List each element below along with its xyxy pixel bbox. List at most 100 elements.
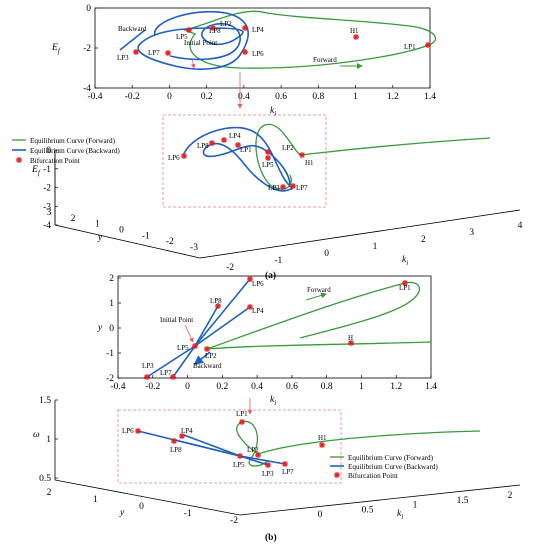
box-edge bbox=[54, 150, 521, 259]
bifurcation-point bbox=[134, 427, 142, 435]
legend-bifurcation-label: Bifurcation Point bbox=[348, 472, 398, 480]
backward-curve bbox=[137, 10, 249, 70]
point-label: LP7 bbox=[160, 369, 172, 377]
point-label: LP2 bbox=[220, 20, 232, 28]
legend: Equilibrium Curve (Forward) Equilibrium … bbox=[330, 454, 438, 480]
backward-curve bbox=[137, 430, 286, 466]
annotation-forward: Forward bbox=[307, 286, 331, 294]
point-label: LP4 bbox=[252, 26, 264, 34]
point-label: LP7 bbox=[282, 468, 294, 476]
tick-label: 2 bbox=[47, 488, 52, 498]
forward-curve bbox=[206, 281, 432, 350]
legend-forward-label: Equilibrium Curve (Forward) bbox=[348, 454, 434, 462]
backward-curve bbox=[182, 126, 293, 192]
y-axis-label: y bbox=[97, 233, 103, 243]
bifurcation-point bbox=[241, 24, 249, 32]
tick-label: -2 bbox=[106, 374, 114, 384]
tick-label: 1.2 bbox=[390, 382, 402, 392]
y-ticks: 2 1 0 -1 -2 bbox=[106, 274, 121, 384]
bifurcation-point bbox=[164, 49, 172, 57]
point-label: LP5 bbox=[233, 461, 245, 469]
bifurcation-point bbox=[424, 41, 432, 49]
tick-label: 1 bbox=[109, 299, 114, 309]
tick-label: 0.8 bbox=[321, 382, 333, 392]
point-label: LP3 bbox=[117, 54, 129, 62]
x-axis-label: ki bbox=[402, 255, 408, 267]
point-label: LP3 bbox=[262, 470, 274, 478]
point-label: LP1 bbox=[236, 410, 248, 418]
bifurcation-point bbox=[279, 183, 287, 191]
x-axis-label: ki bbox=[270, 395, 276, 407]
x-ticks: -0.4 -0.2 0 0.2 0.4 0.6 0.8 1 1.2 1.4 bbox=[87, 85, 436, 102]
bifurcation-point bbox=[208, 139, 216, 147]
tick-label: -2 bbox=[43, 184, 51, 194]
forward-curve bbox=[182, 10, 437, 69]
tick-label: 2 bbox=[508, 491, 513, 501]
bifurcation-point bbox=[264, 148, 272, 156]
point-label: H1 bbox=[350, 27, 359, 35]
y-axis-line bbox=[54, 224, 201, 259]
tick-label: -4 bbox=[43, 221, 51, 231]
x-ticks: -0.4 -0.2 0 0.2 0.4 0.6 0.8 1 1.2 1.4 bbox=[110, 375, 437, 392]
annotation-backward: Backward bbox=[193, 362, 222, 370]
panel-a-3d: 0 -1 -2 -3 -4 3 2 1 0 -1 -2 -3 -2 -1 0 1 2 3 4 Ef y ki H… bbox=[12, 114, 523, 273]
tick-label: -4 bbox=[83, 84, 91, 94]
z-ticks: 1.5 1 0.5 bbox=[39, 396, 58, 484]
tick-label: 1.5 bbox=[39, 396, 51, 406]
tick-label: 0.4 bbox=[251, 382, 263, 392]
tick-label: -2 bbox=[230, 516, 238, 526]
tick-label: 1 bbox=[353, 92, 358, 102]
point-label: LP4 bbox=[181, 427, 193, 435]
plot-frame bbox=[94, 7, 431, 89]
point-label: LP2 bbox=[205, 352, 217, 360]
bifurcation-point bbox=[298, 151, 306, 159]
x-axis-label: ki bbox=[397, 509, 403, 521]
point-label: LP8 bbox=[170, 446, 182, 454]
bifurcation-point bbox=[180, 152, 188, 160]
tick-label: 0 bbox=[109, 324, 114, 334]
x-ticks: 0 0.5 1 1.5 2 bbox=[318, 491, 513, 520]
legend-forward-label: Equilibrium Curve (Forward) bbox=[30, 137, 116, 145]
tick-label: -3 bbox=[43, 202, 51, 212]
annotation-backward: Backward bbox=[118, 25, 147, 33]
tick-label: 1 bbox=[413, 501, 418, 511]
point-label: LP8 bbox=[209, 27, 221, 35]
point-label: LP8 bbox=[197, 142, 209, 150]
point-label: LP1 bbox=[404, 43, 416, 51]
point-label: LP6 bbox=[252, 280, 264, 288]
panel-a-top: -0.4 -0.2 0 0.2 0.4 0.6 0.8 1 1.2 1.4 0 -2 -4 Ef ki… bbox=[51, 4, 436, 118]
tick-label: 0 bbox=[46, 146, 51, 156]
tick-label: -0.2 bbox=[125, 92, 140, 102]
tick-label: 0.4 bbox=[238, 92, 250, 102]
point-label: LP8 bbox=[210, 297, 222, 305]
tick-label: 2 bbox=[71, 214, 76, 224]
z-axis-label: Ef bbox=[31, 165, 41, 177]
bifurcation-point bbox=[236, 452, 244, 460]
x-axis-line bbox=[199, 209, 521, 259]
tick-label: -1 bbox=[106, 349, 114, 359]
legend-backward-label: Equilibrium Curve (Backward) bbox=[348, 463, 438, 471]
bifurcation-point bbox=[281, 460, 289, 468]
panel-b-3d: 1.5 1 0.5 2 1 0 -1 -2 0 0.5 1 1.5 2 ω y ki LP1 LP2… bbox=[33, 396, 521, 526]
tick-label: -1 bbox=[274, 256, 282, 266]
tick-label: 0 bbox=[318, 510, 323, 520]
tick-label: -3 bbox=[190, 243, 198, 253]
legend-bifurcation-swatch bbox=[15, 156, 23, 164]
point-label: H1 bbox=[318, 434, 327, 442]
initial-point-arrow bbox=[190, 57, 196, 69]
tick-label: 0.6 bbox=[275, 92, 287, 102]
point-label: LP7 bbox=[148, 49, 160, 57]
tick-label: -2 bbox=[166, 237, 174, 247]
tick-label: 1.5 bbox=[457, 496, 469, 506]
point-label: LP6 bbox=[168, 154, 180, 162]
z-axis-label: ω bbox=[33, 430, 40, 440]
y-axis-label: y bbox=[97, 323, 103, 333]
tick-label: 2 bbox=[109, 274, 114, 284]
tick-label: -1 bbox=[43, 165, 51, 175]
point-label: LP2 bbox=[247, 446, 259, 454]
tick-label: 1 bbox=[95, 220, 100, 230]
backward-branch bbox=[119, 29, 146, 51]
point-label: LP3 bbox=[268, 184, 280, 192]
bifurcation-point bbox=[238, 418, 246, 426]
caption-a: (a) bbox=[265, 270, 276, 281]
